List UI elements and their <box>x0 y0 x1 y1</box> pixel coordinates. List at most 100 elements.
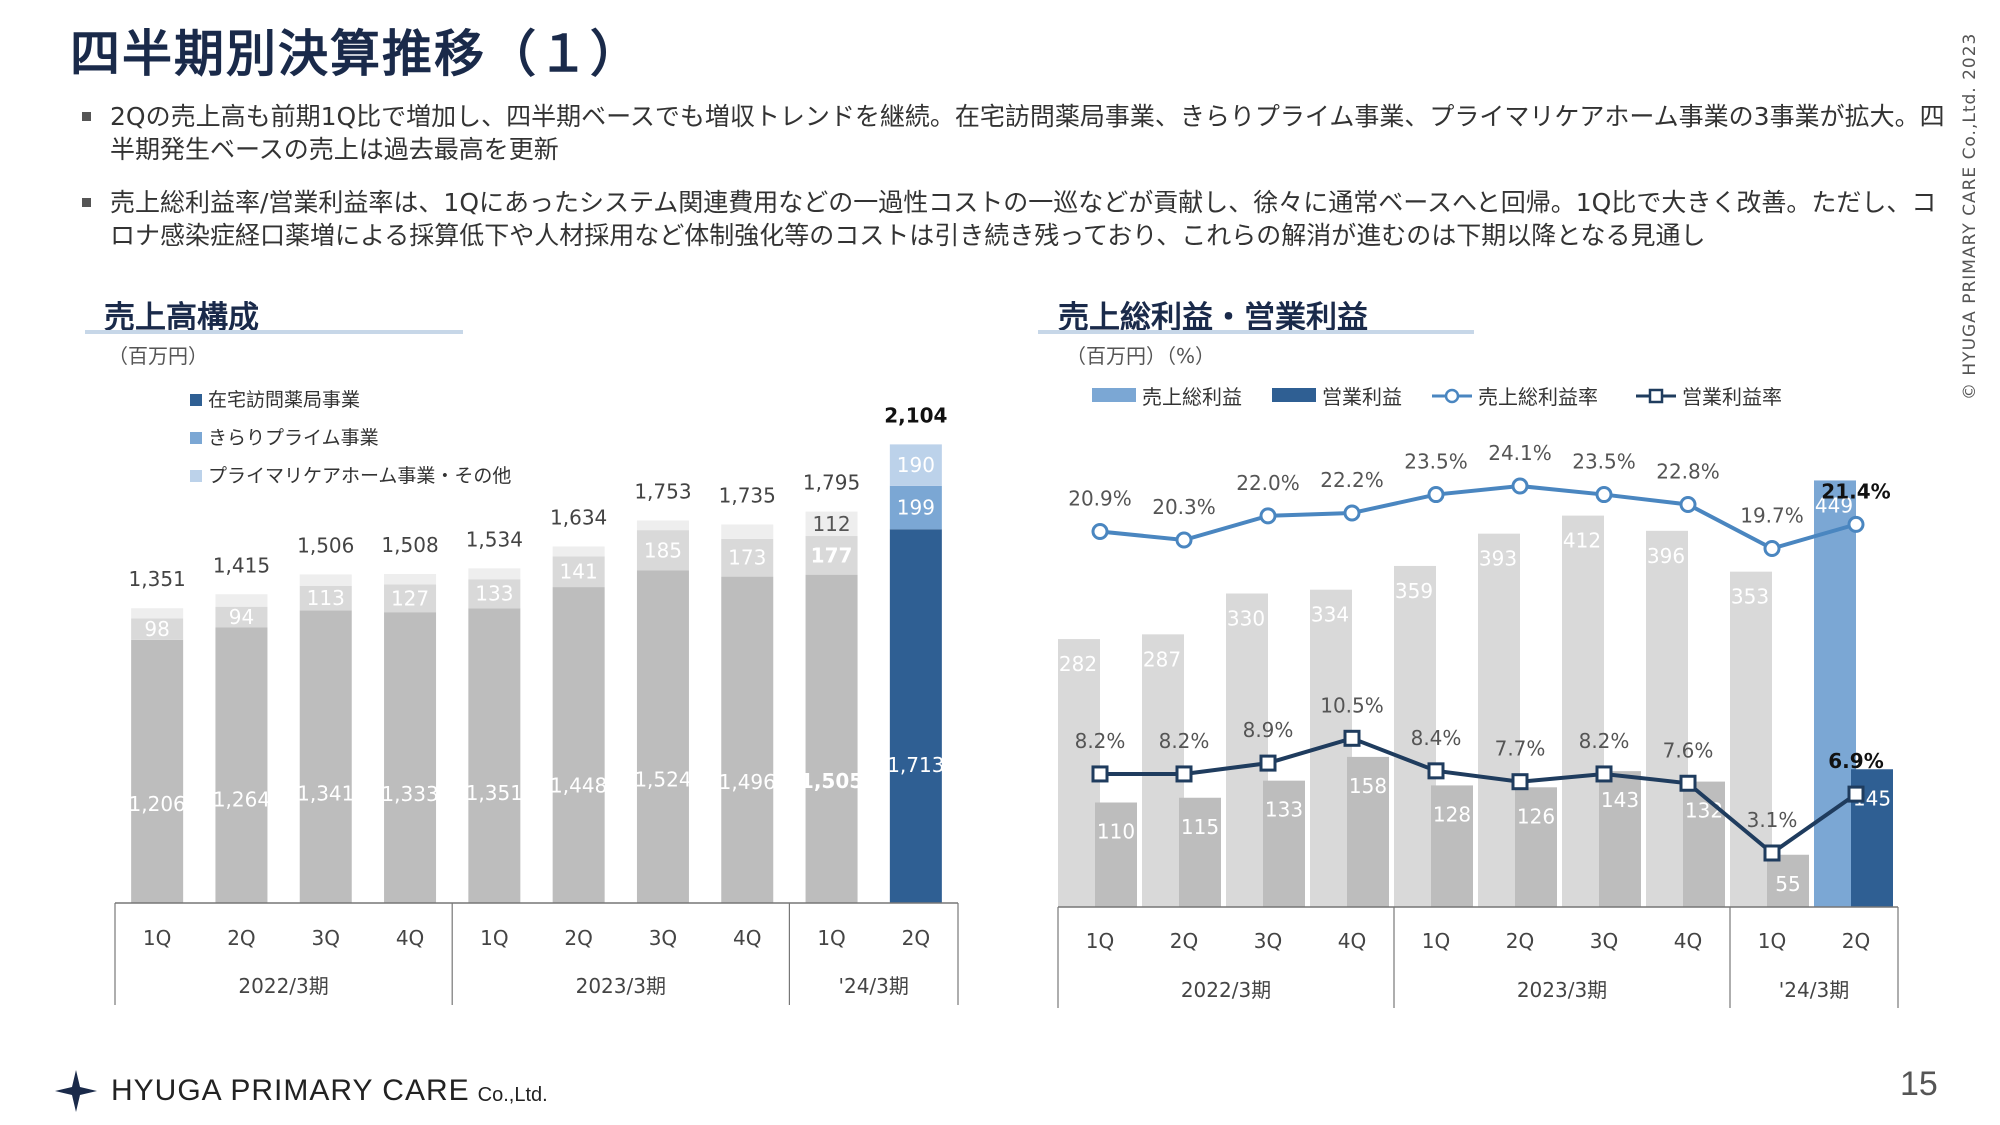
bar-segment <box>215 627 268 903</box>
gross-profit-bar <box>1562 515 1604 907</box>
bullet-item: 売上総利益率/営業利益率は、1Qにあったシステム関連費用などの一過性コストの一巡… <box>80 186 1960 252</box>
legend-swatch <box>190 432 202 444</box>
bar-segment <box>889 444 942 486</box>
x-tick-label: 2Q <box>902 926 930 950</box>
gross-profit-bar <box>1814 480 1856 907</box>
data-label: 1,333 <box>381 782 438 806</box>
gross-margin-point <box>1763 540 1781 558</box>
bar-segment <box>384 573 437 585</box>
gross-margin-label: 20.9% <box>1068 486 1132 510</box>
gross-profit-label: 393 <box>1479 547 1517 571</box>
group-label: 2023/3期 <box>576 974 666 998</box>
total-label: 1,508 <box>381 533 438 557</box>
x-tick-label: 4Q <box>733 926 761 950</box>
total-label: 1,506 <box>297 533 354 557</box>
page-title: 四半期別決算推移（１） <box>70 25 642 83</box>
bar-segment <box>889 485 942 530</box>
legend-label: プライマリケアホーム事業・その他 <box>208 465 511 487</box>
operating-margin-label: 6.9% <box>1828 749 1883 773</box>
data-label: 1,351 <box>466 781 523 805</box>
operating-profit-label: 133 <box>1265 798 1303 822</box>
operating-margin-point <box>1511 773 1529 791</box>
operating-margin-label: 3.1% <box>1747 808 1798 832</box>
x-tick-label: 2Q <box>1506 929 1534 953</box>
bar-segment <box>552 587 605 903</box>
total-label: 1,351 <box>129 567 186 591</box>
bar-segment <box>384 584 437 613</box>
x-tick-label: 2Q <box>227 926 255 950</box>
operating-margin-point <box>1343 729 1361 747</box>
total-label: 1,735 <box>719 483 776 507</box>
operating-margin-label: 7.6% <box>1663 738 1714 762</box>
operating-profit-bar <box>1179 797 1221 907</box>
total-label: 1,415 <box>213 553 270 577</box>
bar-segment <box>636 530 689 571</box>
operating-margin-label: 8.2% <box>1579 729 1630 753</box>
gross-profit-label: 330 <box>1227 607 1265 631</box>
data-label: 94 <box>229 605 254 629</box>
total-label: 1,534 <box>466 527 523 551</box>
operating-margin-label: 10.5% <box>1320 693 1384 717</box>
logo-suffix: Co.,Ltd. <box>477 1083 548 1106</box>
x-tick-label: 4Q <box>396 926 424 950</box>
operating-margin-point <box>1679 774 1697 792</box>
profit-unit-label: （百万円）（%） <box>1066 344 1216 368</box>
x-tick-label: 3Q <box>312 926 340 950</box>
x-tick-label: 2Q <box>1170 929 1198 953</box>
bar-segment <box>215 606 268 628</box>
star-logo-icon <box>55 1070 97 1112</box>
bullet-marker <box>82 112 91 121</box>
gross-margin-point <box>1427 486 1445 504</box>
operating-profit-bar <box>1683 781 1725 907</box>
operating-profit-label: 128 <box>1433 802 1471 826</box>
operating-profit-bar <box>1347 756 1389 907</box>
x-tick-label: 4Q <box>1674 929 1702 953</box>
gross-margin-point <box>1847 515 1865 533</box>
gross-profit-label: 282 <box>1059 652 1097 676</box>
legend-swatch <box>1092 388 1136 402</box>
gross-profit-label: 359 <box>1395 579 1433 603</box>
legend-label: きらりプライム事業 <box>208 427 379 449</box>
legend-swatch <box>1272 388 1316 402</box>
gross-profit-bar <box>1394 565 1436 907</box>
bar-segment <box>468 568 521 580</box>
gross-margin-label: 21.4% <box>1821 479 1890 503</box>
legend-label: 営業利益率 <box>1682 385 1782 409</box>
bar-segment <box>468 608 521 903</box>
bar-segment <box>636 520 689 531</box>
x-tick-label: 3Q <box>1590 929 1618 953</box>
operating-margin-point <box>1175 765 1193 783</box>
profit-title-underline <box>1038 330 1474 334</box>
data-label: 1,505 <box>800 769 863 793</box>
gross-margin-point <box>1175 531 1193 549</box>
operating-profit-label: 110 <box>1097 820 1135 844</box>
operating-margin-point <box>1595 765 1613 783</box>
operating-margin-label: 7.7% <box>1495 737 1546 761</box>
gross-margin-line <box>1099 484 1857 551</box>
sales-title-underline <box>85 330 463 334</box>
operating-profit-label: 115 <box>1181 815 1219 839</box>
x-tick-label: 1Q <box>1758 929 1786 953</box>
group-label: 2022/3期 <box>1181 978 1271 1002</box>
operating-profit-bar <box>1095 802 1137 907</box>
bar-segment <box>299 585 352 611</box>
bar-segment <box>131 608 184 619</box>
data-label: 173 <box>728 546 766 570</box>
total-label: 1,795 <box>803 471 860 495</box>
gross-profit-label: 287 <box>1143 647 1181 671</box>
x-tick-label: 3Q <box>1254 929 1282 953</box>
x-tick-label: 2Q <box>564 926 592 950</box>
gross-profit-label: 353 <box>1731 585 1769 609</box>
bullet-item: 2Qの売上高も前期1Q比で増加し、四半期ベースでも増収トレンドを継続。在宅訪問薬… <box>80 100 1960 166</box>
operating-profit-bar <box>1263 780 1305 907</box>
group-label: 2022/3期 <box>238 974 328 998</box>
legend-marker <box>1648 388 1664 404</box>
gross-margin-label: 19.7% <box>1740 504 1804 528</box>
data-label: 1,341 <box>297 782 354 806</box>
gross-profit-bar <box>1478 533 1520 907</box>
gross-margin-label: 23.5% <box>1572 450 1636 474</box>
gross-margin-point <box>1679 496 1697 513</box>
operating-margin-label: 8.9% <box>1243 718 1294 742</box>
operating-profit-bar <box>1599 771 1641 907</box>
